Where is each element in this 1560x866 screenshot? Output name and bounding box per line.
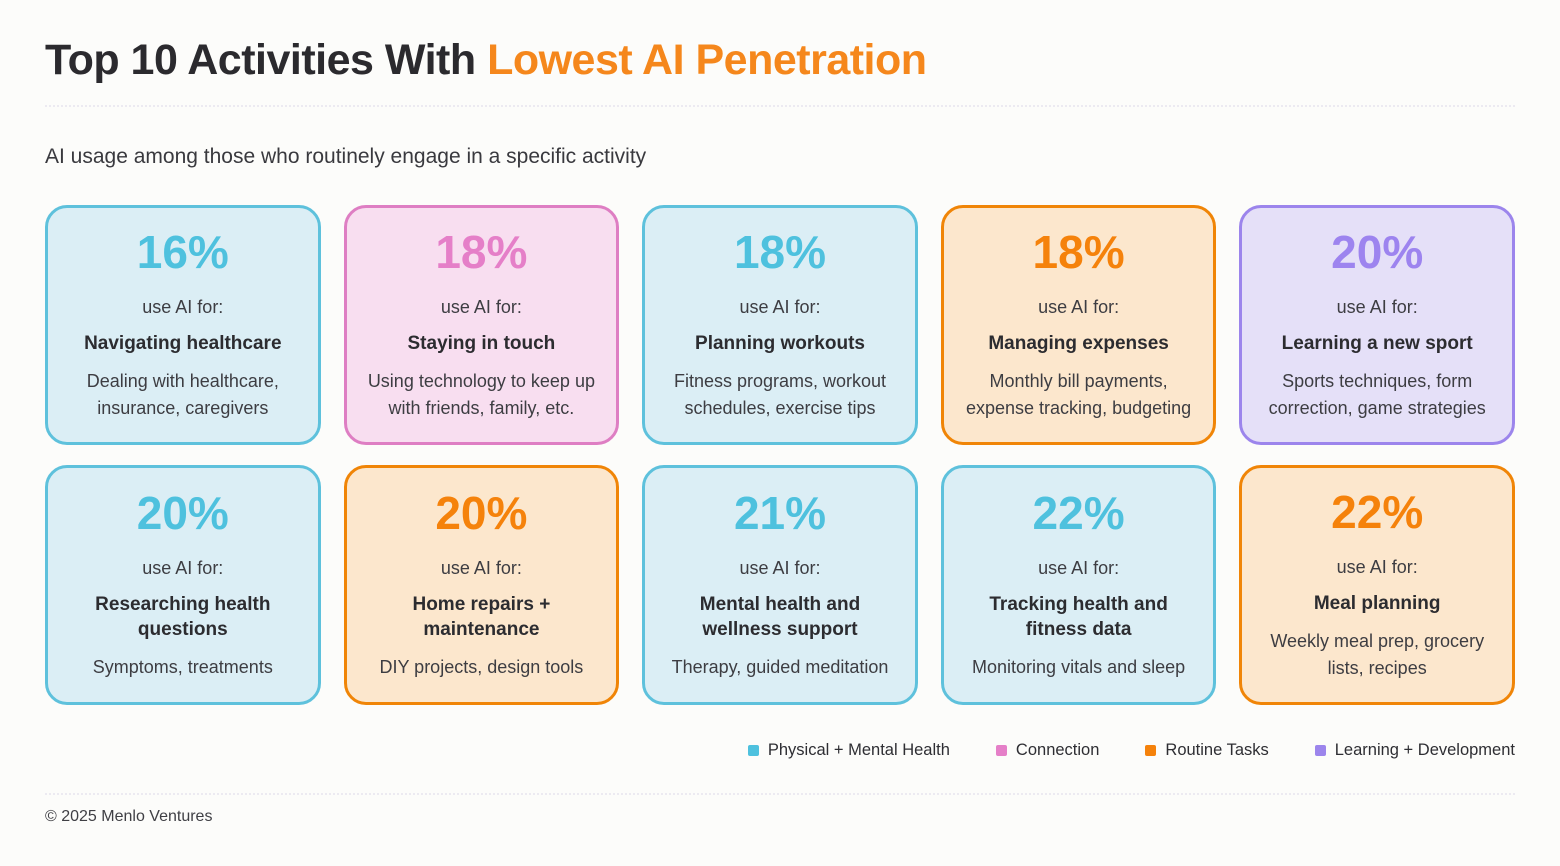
activity-card-researching-health-questions: 20% use AI for: Researching health quest… — [45, 465, 321, 706]
legend-swatch-icon — [995, 745, 1007, 757]
legend-swatch-icon — [1314, 745, 1326, 757]
legend-item-connection: Connection — [995, 741, 1100, 760]
activity-name: Tracking health and fitness data — [989, 593, 1168, 640]
use-ai-for-label: use AI for: — [142, 557, 224, 578]
footer-divider — [45, 793, 1515, 796]
cards-grid: 16% use AI for: Navigating healthcare De… — [45, 205, 1515, 706]
legend: Physical + Mental Health Connection Rout… — [45, 741, 1515, 760]
activity-name: Planning workouts — [695, 332, 865, 354]
activity-name: Mental health and wellness support — [699, 593, 861, 640]
activity-description: Dealing with healthcare, insurance, care… — [86, 370, 279, 418]
activity-name: Navigating healthcare — [84, 332, 282, 354]
percentage-value: 22% — [1331, 485, 1424, 538]
page-title: Top 10 Activities With Lowest AI Penetra… — [45, 36, 1515, 85]
use-ai-for-label: use AI for: — [1336, 556, 1418, 577]
activity-card-meal-planning: 22% use AI for: Meal planning Weekly mea… — [1239, 465, 1515, 706]
activity-description: Monthly bill payments, expense tracking,… — [966, 370, 1192, 418]
activity-card-learning-a-new-sport: 20% use AI for: Learning a new sport Spo… — [1239, 205, 1515, 446]
legend-label: Learning + Development — [1334, 741, 1515, 760]
percentage-value: 20% — [435, 486, 528, 539]
activity-name: Managing expenses — [988, 332, 1169, 354]
legend-item-physical-mental-health: Physical + Mental Health — [747, 741, 950, 760]
activity-card-planning-workouts: 18% use AI for: Planning workouts Fitnes… — [642, 205, 918, 446]
activity-card-staying-in-touch: 18% use AI for: Staying in touch Using t… — [343, 205, 620, 446]
percentage-value: 22% — [1032, 486, 1125, 539]
page-title-highlight: Lowest AI Penetration — [487, 36, 927, 84]
activity-description: Fitness programs, workout schedules, exe… — [673, 370, 887, 418]
use-ai-for-label: use AI for: — [1038, 557, 1120, 578]
page-title-prefix: Top 10 Activities With — [45, 36, 488, 84]
use-ai-for-label: use AI for: — [739, 557, 821, 578]
legend-item-routine-tasks: Routine Tasks — [1145, 741, 1269, 760]
percentage-value: 20% — [136, 486, 229, 539]
activity-description: Sports techniques, form correction, game… — [1268, 370, 1486, 418]
activity-description: DIY projects, design tools — [379, 657, 584, 678]
activity-card-tracking-health-fitness-data: 22% use AI for: Tracking health and fitn… — [940, 465, 1217, 706]
activity-description: Weekly meal prep, grocery lists, recipes — [1270, 630, 1485, 678]
use-ai-for-label: use AI for: — [739, 296, 821, 317]
percentage-value: 18% — [435, 225, 528, 278]
use-ai-for-label: use AI for: — [440, 557, 522, 578]
activity-name: Learning a new sport — [1281, 332, 1473, 354]
activity-name: Home repairs + maintenance — [412, 593, 551, 640]
legend-item-learning-development: Learning + Development — [1314, 741, 1515, 760]
activity-card-home-repairs-maintenance: 20% use AI for: Home repairs + maintenan… — [343, 465, 620, 706]
activity-name: Meal planning — [1313, 592, 1441, 614]
activity-card-managing-expenses: 18% use AI for: Managing expenses Monthl… — [940, 205, 1217, 446]
activity-name: Researching health questions — [95, 593, 271, 640]
legend-label: Connection — [1015, 741, 1100, 760]
subtitle: AI usage among those who routinely engag… — [45, 145, 647, 169]
percentage-value: 21% — [733, 486, 827, 539]
percentage-value: 18% — [733, 225, 827, 278]
activity-card-navigating-healthcare: 16% use AI for: Navigating healthcare De… — [45, 205, 321, 446]
copyright-text: © 2025 Menlo Ventures — [45, 808, 213, 826]
title-divider — [45, 105, 1515, 108]
use-ai-for-label: use AI for: — [1038, 296, 1120, 317]
legend-label: Physical + Mental Health — [767, 741, 950, 760]
use-ai-for-label: use AI for: — [440, 296, 522, 317]
activity-name: Staying in touch — [407, 332, 556, 354]
legend-label: Routine Tasks — [1165, 741, 1269, 760]
activity-description: Symptoms, treatments — [92, 657, 273, 678]
activity-description: Using technology to keep up with friends… — [367, 370, 595, 418]
percentage-value: 16% — [136, 225, 229, 278]
use-ai-for-label: use AI for: — [142, 296, 224, 317]
percentage-value: 20% — [1331, 225, 1424, 278]
activity-description: Monitoring vitals and sleep — [972, 657, 1186, 678]
legend-swatch-icon — [1145, 745, 1157, 757]
percentage-value: 18% — [1032, 225, 1125, 278]
activity-description: Therapy, guided meditation — [671, 657, 889, 678]
use-ai-for-label: use AI for: — [1336, 296, 1418, 317]
legend-swatch-icon — [747, 745, 759, 757]
activity-card-mental-health-wellness-support: 21% use AI for: Mental health and wellne… — [642, 465, 918, 706]
